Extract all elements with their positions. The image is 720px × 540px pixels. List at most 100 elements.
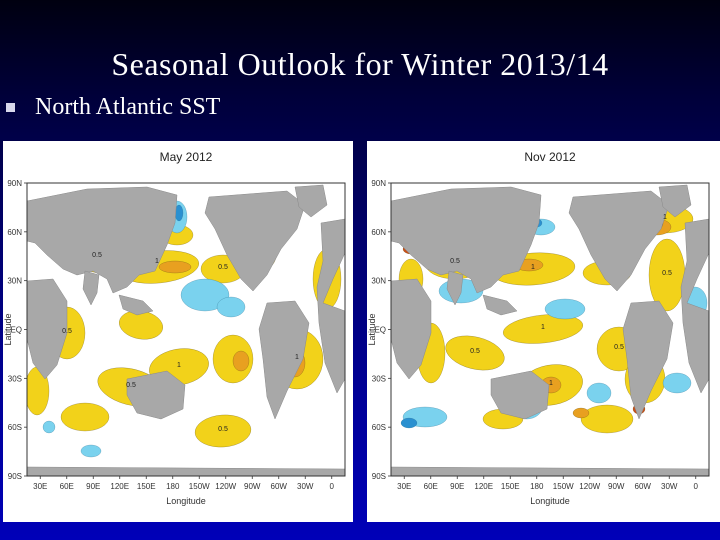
slide-title: Seasonal Outlook for Winter 2013/14 bbox=[111, 46, 609, 82]
y-tick-label: 30S bbox=[372, 374, 386, 383]
y-axis-label: Latitude bbox=[3, 313, 13, 345]
cool-anomaly-region bbox=[586, 382, 612, 404]
landmass bbox=[27, 466, 345, 476]
sst-map-panel-nov-2012: Nov 2012 0.5 1 0.5 1 1 0.5 0.5 1 30E 60E 90E 120E 150… bbox=[367, 141, 720, 522]
contour-label: 0.5 bbox=[218, 264, 228, 271]
x-tick-label: 90W bbox=[244, 482, 261, 491]
x-tick-label: 90E bbox=[450, 482, 464, 491]
x-tick-label: 90W bbox=[608, 482, 625, 491]
x-tick-label: 180 bbox=[166, 482, 180, 491]
warm-anomaly-region bbox=[580, 404, 634, 434]
x-tick-label: 120E bbox=[110, 482, 129, 491]
square-bullet-icon bbox=[6, 102, 15, 112]
y-tick-label: 90S bbox=[372, 472, 386, 481]
x-tick-label: 60W bbox=[271, 482, 288, 491]
y-tick-label: 90N bbox=[7, 179, 22, 188]
contour-label: 0.5 bbox=[614, 344, 624, 351]
sst-anomaly-map: Nov 2012 0.5 1 0.5 1 1 0.5 0.5 1 30E 60E 90E 120E 150… bbox=[367, 150, 710, 506]
contour-label: 1 bbox=[663, 214, 667, 221]
sst-anomaly-map: May 2012 0.5 1 0.5 0.5 1 1 0.5 0.5 30E 60E 90E 120E 1… bbox=[3, 150, 346, 506]
x-tick-label: 0 bbox=[330, 482, 335, 491]
warm-anomaly-region bbox=[445, 335, 505, 371]
contour-label: 1 bbox=[177, 362, 181, 369]
contour-label: 1 bbox=[541, 324, 545, 331]
contour-label: 0.5 bbox=[62, 328, 72, 335]
bullet-text: North Atlantic SST bbox=[35, 93, 221, 120]
warm-anomaly-region bbox=[502, 314, 584, 344]
landmass bbox=[27, 278, 68, 380]
sst-map-panel-may-2012: May 2012 0.5 1 0.5 0.5 1 1 0.5 0.5 30E 60E 90E 120E 1… bbox=[3, 141, 353, 522]
landmass bbox=[622, 300, 674, 420]
landmass bbox=[391, 186, 542, 294]
x-tick-label: 30E bbox=[397, 482, 411, 491]
x-tick-label: 60E bbox=[60, 482, 74, 491]
map-title: Nov 2012 bbox=[524, 150, 576, 164]
x-tick-label: 150W bbox=[189, 482, 210, 491]
landmass bbox=[391, 278, 432, 380]
contour-label: 1 bbox=[549, 380, 553, 387]
cool-anomaly-region bbox=[180, 278, 230, 312]
x-tick-label: 120W bbox=[579, 482, 600, 491]
warm-anomaly-region bbox=[232, 350, 250, 372]
y-axis-label: Latitude bbox=[367, 313, 377, 345]
landmass bbox=[391, 466, 709, 476]
contour-label: 1 bbox=[155, 258, 159, 265]
contour-label: 0.5 bbox=[126, 382, 136, 389]
landmass bbox=[446, 270, 464, 306]
x-tick-label: 150E bbox=[501, 482, 520, 491]
landmass bbox=[258, 300, 310, 420]
landmass bbox=[118, 294, 154, 316]
x-axis-label: Longitude bbox=[530, 496, 570, 506]
map-title: May 2012 bbox=[160, 150, 213, 164]
landmass bbox=[680, 218, 709, 394]
landmass bbox=[82, 270, 100, 306]
x-tick-label: 90E bbox=[86, 482, 100, 491]
landmass bbox=[482, 294, 518, 316]
cool-anomaly-region bbox=[662, 372, 692, 394]
landmass bbox=[126, 370, 186, 420]
x-tick-label: 30W bbox=[297, 482, 314, 491]
y-tick-label: EQ bbox=[10, 326, 22, 335]
contour-label: 1 bbox=[295, 354, 299, 361]
x-tick-label: 30E bbox=[33, 482, 47, 491]
x-axis-label: Longitude bbox=[166, 496, 206, 506]
contour-label: 0.5 bbox=[92, 252, 102, 259]
contour-label: 0.5 bbox=[662, 270, 672, 277]
contour-label: 1 bbox=[531, 264, 535, 271]
cool-anomaly-region bbox=[400, 417, 418, 429]
contour-label: 0.5 bbox=[450, 258, 460, 265]
x-tick-label: 60E bbox=[424, 482, 438, 491]
landmass bbox=[490, 370, 550, 420]
y-tick-label: 30N bbox=[371, 277, 386, 286]
y-tick-label: 60N bbox=[371, 228, 386, 237]
x-tick-label: 150E bbox=[137, 482, 156, 491]
y-tick-label: 90S bbox=[8, 472, 22, 481]
y-tick-label: 30N bbox=[7, 277, 22, 286]
cool-anomaly-region bbox=[42, 420, 56, 434]
x-tick-label: 60W bbox=[635, 482, 652, 491]
landmass bbox=[27, 186, 178, 294]
warm-anomaly-region bbox=[60, 402, 110, 432]
x-tick-label: 180 bbox=[530, 482, 544, 491]
contour-label: 0.5 bbox=[218, 426, 228, 433]
cool-anomaly-region bbox=[544, 298, 586, 320]
y-tick-label: EQ bbox=[374, 326, 386, 335]
y-tick-label: 30S bbox=[8, 374, 22, 383]
landmass bbox=[316, 218, 345, 394]
landmass bbox=[658, 184, 692, 218]
y-tick-label: 60N bbox=[7, 228, 22, 237]
x-tick-label: 120E bbox=[474, 482, 493, 491]
landmass bbox=[294, 184, 328, 218]
warm-anomaly-region bbox=[572, 407, 590, 419]
x-tick-label: 0 bbox=[694, 482, 699, 491]
bullet-item: North Atlantic SST bbox=[6, 92, 220, 122]
y-tick-label: 60S bbox=[8, 423, 22, 432]
y-tick-label: 60S bbox=[372, 423, 386, 432]
cool-anomaly-region bbox=[80, 444, 102, 458]
x-tick-label: 120W bbox=[215, 482, 236, 491]
warm-anomaly-region bbox=[194, 414, 252, 448]
x-tick-label: 30W bbox=[661, 482, 678, 491]
contour-label: 0.5 bbox=[470, 348, 480, 355]
cool-anomaly-region bbox=[216, 296, 246, 318]
warm-anomaly-region bbox=[158, 260, 192, 274]
